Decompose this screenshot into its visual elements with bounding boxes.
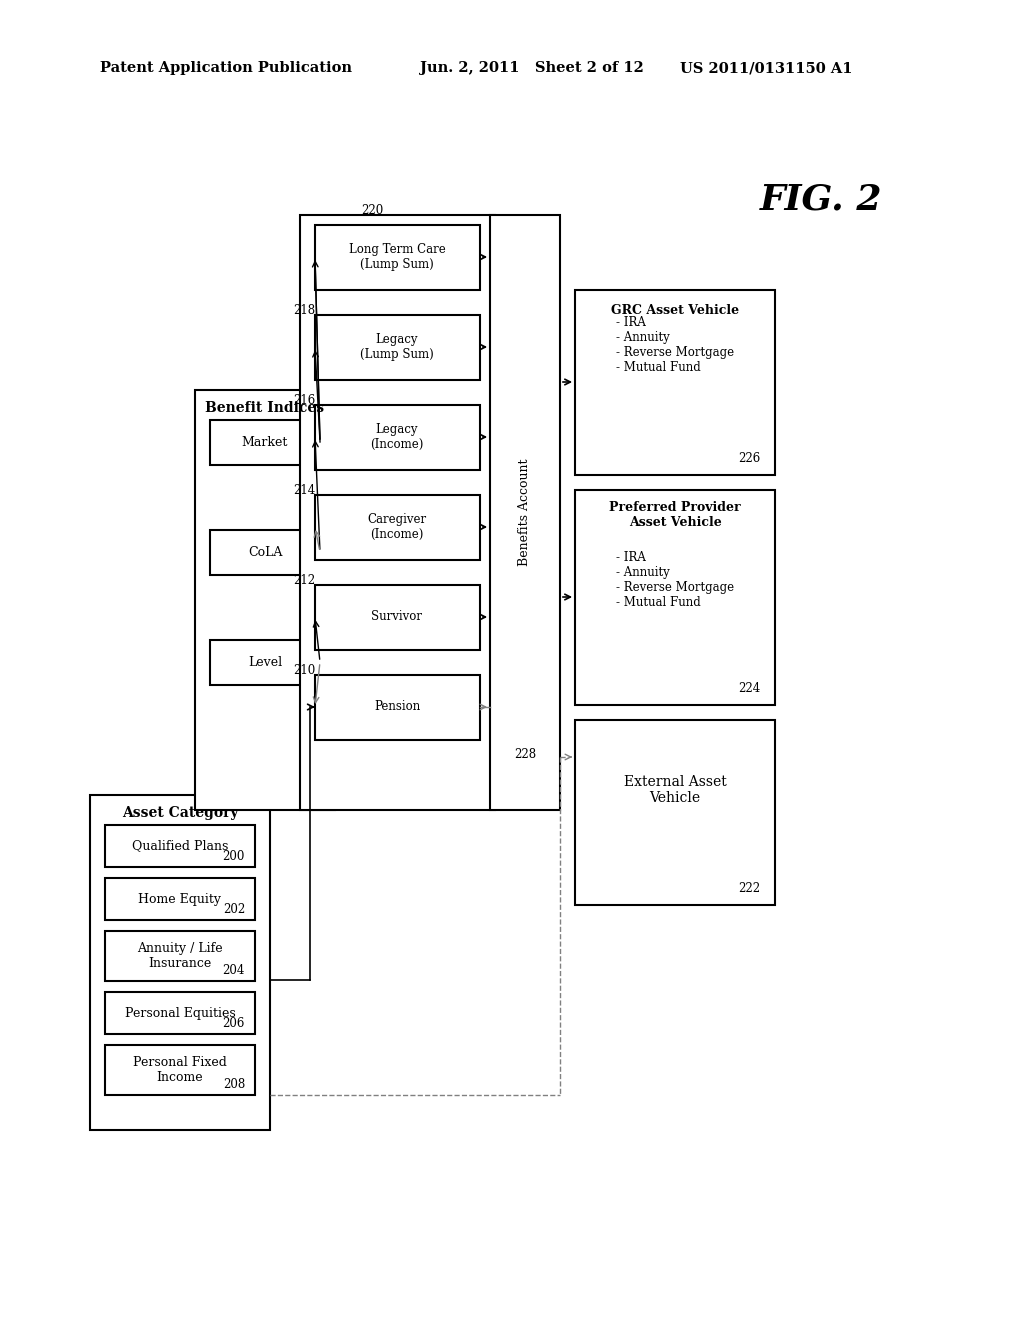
Text: 212: 212 bbox=[293, 573, 315, 586]
Text: Jun. 2, 2011   Sheet 2 of 12: Jun. 2, 2011 Sheet 2 of 12 bbox=[420, 61, 644, 75]
Text: Preferred Provider
Asset Vehicle: Preferred Provider Asset Vehicle bbox=[609, 502, 740, 529]
Text: 200: 200 bbox=[222, 850, 245, 863]
Text: Pension: Pension bbox=[374, 701, 420, 714]
Text: Annuity / Life
Insurance: Annuity / Life Insurance bbox=[137, 942, 223, 970]
Text: 218: 218 bbox=[293, 304, 315, 317]
Bar bbox=[315, 405, 480, 470]
Text: Caregiver
(Income): Caregiver (Income) bbox=[368, 513, 427, 541]
Bar bbox=[105, 993, 255, 1034]
Bar bbox=[575, 719, 775, 906]
Bar bbox=[315, 675, 480, 741]
Text: - IRA
- Annuity
- Reverse Mortgage
- Mutual Fund: - IRA - Annuity - Reverse Mortgage - Mut… bbox=[616, 315, 734, 374]
Text: Qualified Plans: Qualified Plans bbox=[132, 840, 228, 853]
Bar bbox=[105, 878, 255, 920]
Bar bbox=[315, 495, 480, 560]
Bar bbox=[210, 640, 319, 685]
Text: GRC Asset Vehicle: GRC Asset Vehicle bbox=[611, 304, 739, 317]
Text: Benefits Account: Benefits Account bbox=[518, 458, 531, 566]
Bar bbox=[105, 931, 255, 981]
Bar bbox=[210, 531, 319, 576]
Text: 206: 206 bbox=[222, 1016, 245, 1030]
Text: CoLA: CoLA bbox=[248, 545, 283, 558]
Text: Legacy
(Lump Sum): Legacy (Lump Sum) bbox=[360, 333, 434, 360]
Bar bbox=[315, 315, 480, 380]
Text: Market: Market bbox=[242, 436, 288, 449]
Text: Survivor: Survivor bbox=[372, 610, 423, 623]
Text: 208: 208 bbox=[223, 1078, 245, 1092]
Text: 202: 202 bbox=[223, 903, 245, 916]
Bar bbox=[300, 215, 495, 810]
Text: 220: 220 bbox=[360, 203, 383, 216]
Text: Asset Category: Asset Category bbox=[122, 807, 239, 820]
Text: 226: 226 bbox=[737, 451, 760, 465]
Bar bbox=[315, 585, 480, 649]
Text: 228: 228 bbox=[514, 748, 536, 762]
Bar bbox=[490, 215, 560, 810]
Text: Legacy
(Income): Legacy (Income) bbox=[371, 422, 424, 451]
Text: Benefit Indices: Benefit Indices bbox=[206, 401, 325, 414]
Bar bbox=[210, 420, 319, 465]
Text: Personal Equities: Personal Equities bbox=[125, 1006, 236, 1019]
Text: Long Term Care
(Lump Sum): Long Term Care (Lump Sum) bbox=[348, 243, 445, 271]
Text: 224: 224 bbox=[737, 682, 760, 696]
Text: External Asset
Vehicle: External Asset Vehicle bbox=[624, 775, 726, 805]
Text: 222: 222 bbox=[738, 882, 760, 895]
Text: US 2011/0131150 A1: US 2011/0131150 A1 bbox=[680, 61, 853, 75]
Text: 216: 216 bbox=[293, 393, 315, 407]
Bar bbox=[90, 795, 270, 1130]
Bar bbox=[195, 389, 335, 810]
Bar bbox=[575, 490, 775, 705]
Bar bbox=[105, 1045, 255, 1096]
Text: 210: 210 bbox=[293, 664, 315, 676]
Text: 214: 214 bbox=[293, 483, 315, 496]
Text: Home Equity: Home Equity bbox=[138, 892, 221, 906]
Text: Patent Application Publication: Patent Application Publication bbox=[100, 61, 352, 75]
Text: 204: 204 bbox=[222, 964, 245, 977]
Bar bbox=[575, 290, 775, 475]
Bar bbox=[315, 224, 480, 290]
Text: Level: Level bbox=[248, 656, 282, 668]
Bar bbox=[105, 825, 255, 867]
Text: Personal Fixed
Income: Personal Fixed Income bbox=[133, 1056, 227, 1084]
Text: - IRA
- Annuity
- Reverse Mortgage
- Mutual Fund: - IRA - Annuity - Reverse Mortgage - Mut… bbox=[616, 550, 734, 609]
Text: FIG. 2: FIG. 2 bbox=[760, 183, 883, 216]
